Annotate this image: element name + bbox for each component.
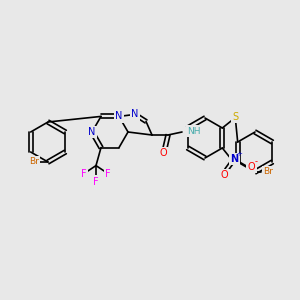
Text: S: S	[232, 112, 239, 122]
Text: N: N	[115, 111, 123, 122]
Text: N: N	[230, 154, 238, 164]
Text: Br: Br	[263, 167, 273, 176]
Text: NH: NH	[187, 127, 200, 136]
Text: Br: Br	[29, 158, 39, 166]
Text: -: -	[255, 158, 258, 166]
Text: O: O	[159, 148, 167, 158]
Text: O: O	[248, 162, 255, 172]
Text: O: O	[220, 170, 228, 180]
Text: N: N	[131, 110, 139, 119]
Text: +: +	[236, 151, 242, 157]
Text: N: N	[88, 127, 96, 137]
Text: F: F	[93, 177, 99, 187]
Text: F: F	[105, 169, 111, 178]
Text: F: F	[81, 169, 87, 178]
